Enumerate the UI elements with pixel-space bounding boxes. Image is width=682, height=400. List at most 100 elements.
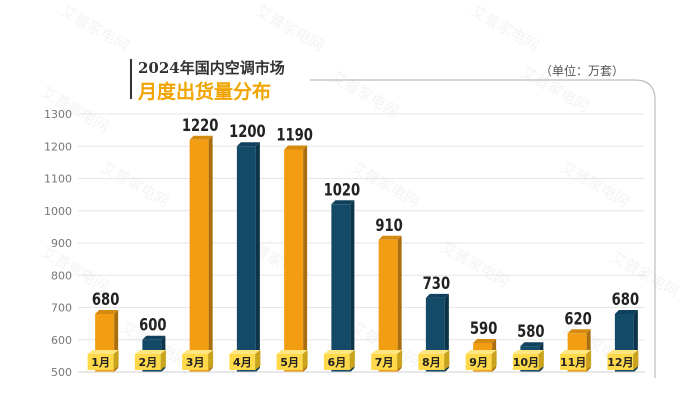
- x-tick-label: 8月: [422, 356, 441, 369]
- y-tick-label: 800: [51, 269, 72, 282]
- y-tick-label: 1000: [44, 205, 72, 218]
- category-plate-side: [586, 350, 592, 370]
- category-plate: [607, 354, 634, 370]
- category-plate-top: [87, 350, 119, 354]
- category-plate: [371, 354, 398, 370]
- category-plate-side: [160, 350, 166, 370]
- bar-value-label: 730: [423, 273, 451, 293]
- category-plate-side: [491, 350, 497, 370]
- x-tick-label: 4月: [233, 356, 252, 369]
- category-plate: [134, 354, 161, 370]
- x-tick-label: 11月: [560, 356, 586, 369]
- bar-top: [473, 338, 497, 343]
- bar-top: [425, 293, 449, 298]
- category-plate-top: [323, 350, 355, 354]
- category-plate-side: [538, 350, 544, 370]
- bar-value-label: 1220: [182, 115, 219, 135]
- chart-title-line1: 2024年国内空调市场: [138, 59, 285, 77]
- category-plate: [229, 354, 256, 370]
- bar-group: 9月: [465, 338, 497, 372]
- category-plate-top: [512, 350, 544, 354]
- bar-side: [303, 145, 308, 372]
- category-plate: [323, 354, 350, 370]
- category-plate: [87, 354, 114, 370]
- title-bracket: [130, 59, 132, 99]
- y-tick-label: 500: [51, 366, 72, 379]
- bar-top: [142, 335, 166, 340]
- watermark-text: 艾普家电网: [558, 158, 632, 211]
- chart-title-block: 2024年国内空调市场 月度出货量分布: [130, 55, 310, 103]
- bar: [378, 239, 398, 372]
- bar-value-label: 620: [564, 308, 592, 328]
- category-plate: [276, 354, 303, 370]
- bar: [189, 139, 209, 372]
- category-plate-side: [208, 350, 214, 370]
- x-tick-label: 3月: [186, 356, 205, 369]
- category-plate-side: [113, 350, 119, 370]
- bar-group: 5月: [276, 145, 308, 372]
- bar-value-label: 600: [139, 315, 167, 335]
- bar-group: 12月: [607, 309, 639, 372]
- watermark-text: 艾普家电网: [328, 68, 402, 121]
- bar: [236, 146, 256, 372]
- x-tick-label: 9月: [469, 356, 488, 369]
- x-tick-label: 6月: [328, 356, 347, 369]
- category-plate-top: [371, 350, 403, 354]
- bar-group: 7月: [371, 235, 403, 372]
- watermark-text: 艾普家电网: [58, 2, 132, 55]
- bar-group: 10月: [513, 342, 544, 372]
- x-tick-label: 10月: [513, 356, 539, 369]
- watermark-text: 艾普家电网: [468, 2, 542, 55]
- category-plate-top: [276, 350, 308, 354]
- category-plate-top: [182, 350, 214, 354]
- category-plate-top: [465, 350, 497, 354]
- x-tick-label: 5月: [280, 356, 299, 369]
- bar-value-label: 590: [470, 318, 498, 338]
- bar-value-label: 910: [375, 215, 403, 235]
- y-tick-label: 900: [51, 237, 72, 250]
- bar-side: [350, 200, 355, 372]
- category-plate-side: [397, 350, 403, 370]
- category-plate-top: [229, 350, 261, 354]
- bar-value-label: 680: [612, 289, 640, 309]
- bar-value-label: 1200: [229, 121, 266, 141]
- bar-top: [331, 200, 355, 205]
- category-plate-top: [418, 350, 450, 354]
- category-plate: [418, 354, 445, 370]
- bar-side: [208, 135, 213, 372]
- bar-group: 6月: [323, 200, 355, 372]
- chart-frame: [310, 79, 656, 378]
- x-tick-label: 12月: [607, 356, 633, 369]
- watermark-text: 艾普家电网: [98, 158, 172, 211]
- bar-top: [567, 329, 591, 334]
- y-tick-label: 600: [51, 334, 72, 347]
- bar-side: [255, 142, 260, 372]
- bar-value-label: 1190: [276, 124, 313, 144]
- category-plate: [182, 354, 209, 370]
- y-tick-label: 700: [51, 302, 72, 315]
- category-plate-side: [302, 350, 308, 370]
- category-plate: [512, 354, 539, 370]
- y-tick-label: 1200: [44, 140, 72, 153]
- y-tick-label: 1100: [44, 173, 72, 186]
- bar-value-label: 680: [92, 289, 120, 309]
- unit-label: （单位：万套）: [539, 64, 624, 78]
- bar-top: [189, 135, 213, 140]
- x-tick-label: 2月: [139, 356, 158, 369]
- category-plate-side: [349, 350, 355, 370]
- bar-top: [378, 235, 402, 240]
- bar-side: [397, 235, 402, 372]
- bar: [331, 204, 351, 372]
- category-plate-side: [255, 350, 261, 370]
- x-tick-label: 1月: [91, 356, 110, 369]
- x-tick-label: 7月: [375, 356, 394, 369]
- bar-group: 11月: [560, 329, 592, 372]
- bar-group: 4月: [229, 142, 261, 372]
- bar-group: 3月: [182, 135, 214, 372]
- bar-group: 2月: [134, 335, 166, 372]
- chart-title-line2: 月度出货量分布: [138, 81, 272, 103]
- bar-value-label: 580: [517, 321, 545, 341]
- category-plate-side: [633, 350, 639, 370]
